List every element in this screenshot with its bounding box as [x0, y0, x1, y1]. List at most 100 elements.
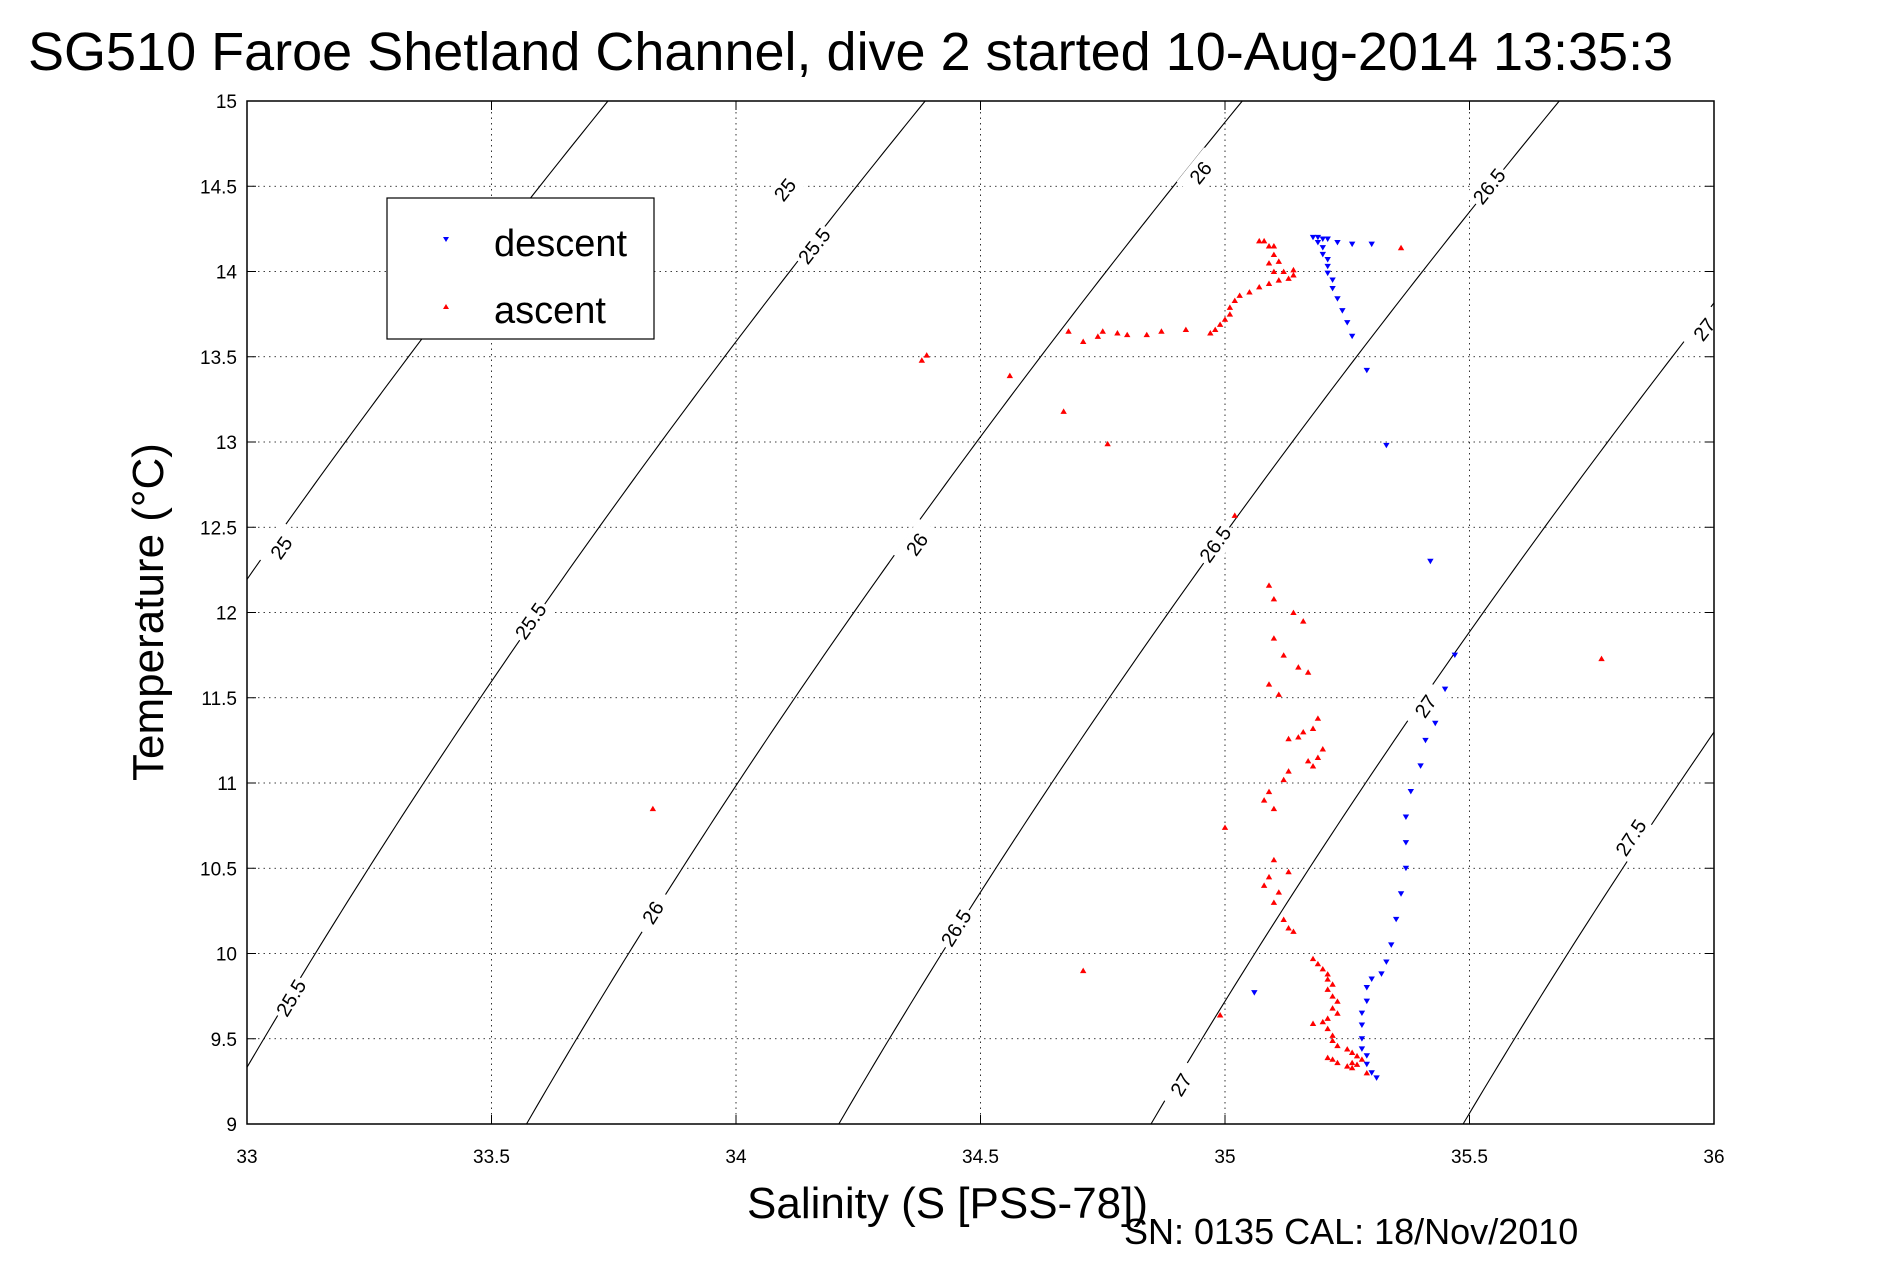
point-ascent	[1598, 655, 1605, 662]
point-descent	[1368, 976, 1375, 982]
point-ascent	[1265, 582, 1273, 588]
point-ascent	[1094, 333, 1102, 339]
point-ascent	[1314, 754, 1322, 760]
point-descent	[1324, 270, 1331, 277]
point-ascent	[923, 352, 930, 358]
point-ascent	[1300, 618, 1307, 624]
legend-marker-descent	[443, 237, 449, 242]
point-ascent	[1256, 237, 1263, 244]
point-descent	[1417, 763, 1424, 769]
point-descent	[1363, 998, 1371, 1005]
point-ascent	[1260, 237, 1268, 244]
point-ascent	[1265, 873, 1273, 880]
point-ascent	[1304, 757, 1312, 764]
point-ascent	[1265, 681, 1273, 687]
point-ascent	[1358, 1056, 1366, 1062]
point-ascent	[1256, 283, 1263, 290]
point-ascent	[1275, 277, 1282, 283]
contour-label-bg	[268, 972, 314, 1024]
series-descent	[1251, 234, 1459, 1081]
isopycnal-27	[1150, 302, 1714, 1124]
point-descent	[1358, 1036, 1366, 1042]
point-ascent	[1304, 669, 1312, 675]
legend-label-descent: descent	[494, 223, 628, 265]
point-descent	[1368, 1070, 1375, 1076]
y-tick-label: 13	[216, 433, 237, 454]
point-descent	[1451, 652, 1459, 659]
point-ascent	[1295, 734, 1302, 740]
point-ascent	[1280, 652, 1287, 658]
point-ascent	[1216, 1012, 1224, 1018]
point-descent	[1348, 241, 1356, 248]
point-ascent	[1353, 1052, 1361, 1059]
contour-label-bg	[1176, 147, 1225, 198]
point-descent	[1319, 245, 1326, 251]
point-descent	[1319, 251, 1326, 258]
point-ascent	[1270, 635, 1278, 641]
point-ascent	[1275, 258, 1282, 264]
point-ascent	[1143, 331, 1150, 338]
point-ascent	[1285, 925, 1292, 931]
x-tick-label: 33	[236, 1147, 257, 1168]
point-descent	[1339, 308, 1346, 314]
y-tick-label: 9	[226, 1115, 237, 1136]
point-descent	[1368, 241, 1375, 248]
point-descent	[1324, 257, 1331, 263]
chart-title: SG510 Faroe Shetland Channel, dive 2 sta…	[28, 22, 1673, 82]
point-ascent	[1270, 243, 1278, 249]
point-ascent	[1319, 965, 1326, 972]
y-tick-label: 15	[216, 92, 237, 113]
point-ascent	[1275, 691, 1282, 697]
y-tick-label: 12.5	[200, 518, 237, 539]
point-descent	[1441, 686, 1449, 693]
point-descent	[1402, 814, 1410, 820]
point-ascent	[1260, 882, 1268, 888]
point-ascent	[1114, 330, 1121, 336]
calibration-footer: SN: 0135 CAL: 18/Nov/2010	[1124, 1211, 1578, 1252]
point-descent	[1358, 1046, 1366, 1052]
point-ascent	[1309, 955, 1317, 962]
legend-box	[386, 197, 655, 340]
point-descent	[1324, 263, 1331, 270]
point-ascent	[1324, 1054, 1331, 1061]
point-ascent	[1060, 408, 1067, 414]
point-ascent	[1329, 1037, 1336, 1044]
point-ascent	[1260, 797, 1268, 803]
contour-label: 27.5	[1607, 812, 1654, 864]
point-ascent	[1353, 1061, 1361, 1067]
point-ascent	[1309, 725, 1317, 731]
point-descent	[1358, 1022, 1366, 1028]
point-ascent	[1236, 292, 1243, 298]
point-ascent	[1265, 280, 1273, 286]
point-ascent	[1329, 1032, 1336, 1038]
x-tick-label: 34	[725, 1147, 747, 1168]
contour-label-bg	[790, 220, 839, 272]
point-descent	[1334, 296, 1341, 302]
point-ascent	[1334, 1010, 1341, 1016]
point-ascent	[1265, 260, 1273, 266]
point-ascent	[1363, 1069, 1371, 1076]
y-tick-label: 12	[216, 604, 237, 625]
point-descent	[1363, 1053, 1371, 1059]
point-ascent	[1207, 330, 1214, 336]
y-axis-label: Temperature (°C)	[124, 443, 173, 781]
point-ascent	[1290, 928, 1297, 934]
legend-label-ascent: ascent	[494, 290, 606, 332]
point-ascent	[1344, 1063, 1351, 1069]
point-ascent	[1324, 1025, 1331, 1032]
point-descent	[1309, 234, 1317, 241]
point-descent	[1329, 277, 1336, 283]
point-ascent	[1158, 328, 1165, 334]
contour-label: 27	[1158, 1059, 1204, 1111]
contour-label-bg	[1402, 680, 1449, 732]
point-descent	[1378, 971, 1385, 977]
point-descent	[1383, 442, 1390, 449]
contour-label-bg	[1607, 812, 1654, 864]
point-ascent	[1065, 328, 1072, 334]
point-descent	[1397, 891, 1405, 897]
point-ascent	[1285, 768, 1292, 774]
y-tick-label: 10.5	[200, 859, 237, 880]
point-descent	[1402, 840, 1410, 846]
point-ascent	[1226, 304, 1234, 310]
